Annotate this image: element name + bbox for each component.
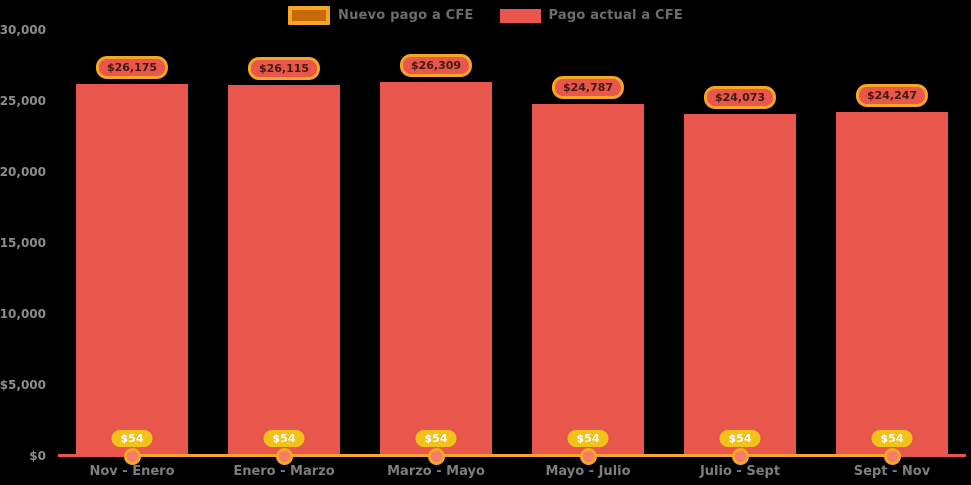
line-point-marker[interactable]	[123, 448, 141, 465]
line-value-badge: $54	[263, 430, 305, 447]
bar-pago-actual[interactable]	[228, 85, 340, 456]
bar-pago-actual[interactable]	[532, 104, 644, 456]
y-axis-tick-label: $10,000	[0, 307, 46, 321]
line-value-badge: $54	[111, 430, 153, 447]
legend-label: Nuevo pago a CFE	[338, 8, 474, 23]
bar-pago-actual[interactable]	[380, 82, 492, 456]
legend-item-nuevo-pago[interactable]: Nuevo pago a CFE	[288, 6, 474, 25]
line-point-marker[interactable]	[427, 448, 445, 465]
legend: Nuevo pago a CFE Pago actual a CFE	[0, 6, 971, 25]
bar-value-badge: $26,309	[399, 54, 473, 78]
x-axis-category-label: Mayo - Julio	[545, 464, 631, 479]
y-axis-tick-label: $15,000	[0, 236, 46, 250]
x-axis-category-label: Marzo - Mayo	[387, 464, 485, 479]
y-axis-tick-label: $0	[29, 449, 46, 463]
y-axis-tick-label: $20,000	[0, 165, 46, 179]
line-value-badge: $54	[567, 430, 609, 447]
line-point-marker[interactable]	[883, 448, 901, 465]
bar-pago-actual[interactable]	[836, 111, 948, 456]
line-point-marker[interactable]	[275, 448, 293, 465]
line-point-marker[interactable]	[731, 448, 749, 465]
y-axis-tick-label: $30,000	[0, 23, 46, 37]
legend-label: Pago actual a CFE	[548, 8, 683, 23]
y-axis-tick-label: $25,000	[0, 94, 46, 108]
bar-value-badge: $24,247	[855, 83, 929, 107]
bar-value-badge: $26,175	[95, 56, 169, 80]
line-value-badge: $54	[871, 430, 913, 447]
y-axis-tick-label: $5,000	[0, 378, 46, 392]
bar-value-badge: $24,073	[703, 86, 777, 110]
bar-value-badge: $26,115	[247, 57, 321, 81]
bar-value-badge: $24,787	[551, 76, 625, 100]
legend-item-pago-actual[interactable]: Pago actual a CFE	[499, 8, 683, 23]
bar-pago-actual[interactable]	[684, 114, 796, 456]
x-axis-category-label: Sept - Nov	[853, 464, 931, 479]
line-value-badge: $54	[415, 430, 457, 447]
x-axis-category-label: Nov - Enero	[89, 464, 175, 479]
bar-pago-actual[interactable]	[76, 84, 188, 456]
x-axis-category-label: Enero - Marzo	[233, 464, 335, 479]
x-axis-category-label: Julio - Sept	[699, 464, 781, 479]
line-nuevo-pago	[132, 454, 892, 457]
line-value-badge: $54	[719, 430, 761, 447]
line-series-swatch-icon	[288, 6, 331, 25]
bar-series-swatch-icon	[499, 8, 541, 23]
line-point-marker[interactable]	[579, 448, 597, 465]
